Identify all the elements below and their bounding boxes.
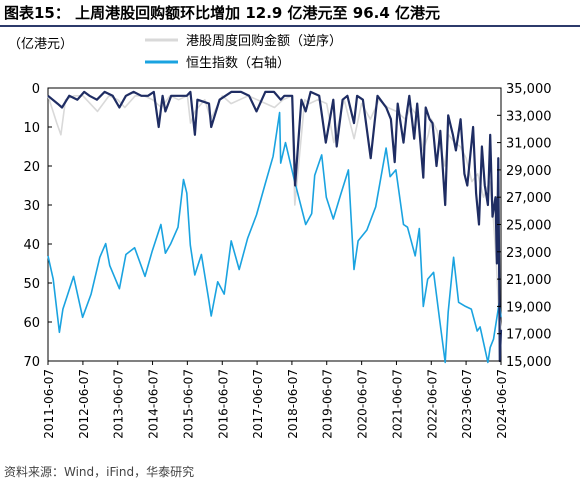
left-tick-label: 20: [23, 160, 40, 175]
left-tick-label: 40: [23, 238, 40, 253]
x-tick-label: 2018-06-07: [286, 369, 300, 439]
right-tick-label: 15,000: [506, 355, 552, 370]
right-tick-label: 23,000: [506, 246, 552, 261]
x-tick-label: 2022-06-07: [425, 369, 439, 439]
x-tick-label: 2021-06-07: [391, 369, 405, 439]
x-tick-label: 2019-06-07: [321, 369, 335, 439]
chart-title: 图表15： 上周港股回购额环比增加 12.9 亿港元至 96.4 亿港元: [4, 4, 441, 22]
right-tick-label: 33,000: [506, 109, 552, 124]
x-tick-label: 2015-06-07: [181, 369, 195, 439]
x-tick-label: 2013-06-07: [112, 369, 126, 439]
left-axis: 0 10 20 30 40 50 60 70: [23, 82, 52, 370]
right-axis: 15,000 17,000 19,000 21,000 23,000 25,000 27,0…: [497, 82, 552, 370]
right-tick-label: 19,000: [506, 300, 552, 315]
left-tick-label: 70: [23, 355, 40, 370]
legend: 港股周度回购金额（逆序） 恒生指数（右轴）: [145, 33, 342, 71]
x-tick-label: 2012-06-07: [77, 369, 91, 439]
series-line-1: [47, 95, 502, 330]
left-tick-label: 10: [23, 121, 40, 136]
title-divider: [0, 25, 580, 27]
right-tick-label: 17,000: [506, 328, 552, 343]
series-layer: [47, 90, 503, 364]
left-tick-label: 50: [23, 277, 40, 292]
left-axis-unit: （亿港元）: [8, 37, 73, 52]
right-tick-label: 35,000: [506, 82, 552, 97]
source-note: 资料来源：Wind，iFind，华泰研究: [4, 465, 195, 479]
right-tick-label: 29,000: [506, 164, 552, 179]
x-tick-label: 2016-06-07: [216, 369, 230, 439]
x-tick-label: 2023-06-07: [460, 369, 474, 439]
left-tick-label: 60: [23, 316, 40, 331]
right-tick-label: 25,000: [506, 219, 552, 234]
left-tick-label: 0: [32, 82, 40, 97]
right-tick-label: 31,000: [506, 137, 552, 152]
right-tick-label: 27,000: [506, 191, 552, 206]
x-tick-label: 2014-06-07: [147, 369, 161, 439]
legend-label-1: 港股周度回购金额（逆序）: [186, 33, 342, 49]
series-line-3: [47, 90, 503, 363]
series-line-2: [47, 111, 502, 364]
x-axis: 2011-06-07 2012-06-07 2013-06-07 2014-06-07…: [42, 361, 509, 439]
x-tick-label: 2020-06-07: [356, 369, 370, 439]
x-tick-label: 2017-06-07: [251, 369, 265, 439]
right-tick-label: 21,000: [506, 273, 552, 288]
x-tick-label: 2024-06-07: [495, 369, 509, 439]
legend-label-2: 恒生指数（右轴）: [186, 56, 290, 71]
left-tick-label: 30: [23, 199, 40, 214]
x-tick-label: 2011-06-07: [42, 369, 56, 439]
